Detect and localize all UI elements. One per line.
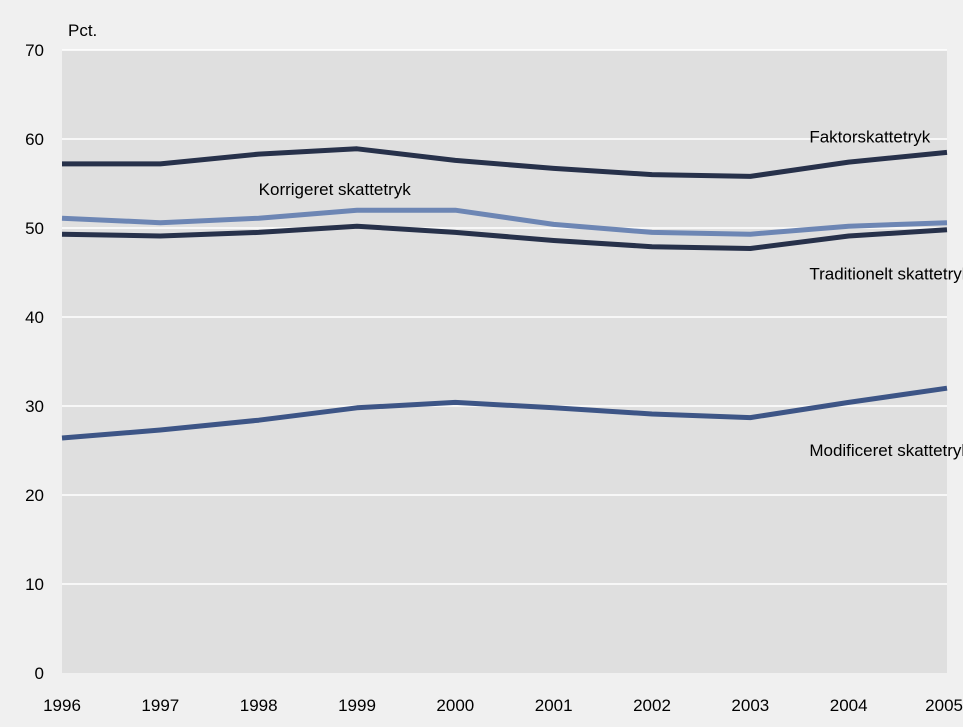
x-tick-label: 2004: [830, 696, 868, 715]
x-tick-label: 2001: [535, 696, 573, 715]
y-tick-label: 30: [25, 397, 44, 416]
series-line-3: [61, 385, 948, 441]
y-tick-label: 60: [25, 130, 44, 149]
x-tick-label: 1996: [43, 696, 81, 715]
y-tick-label: 20: [25, 486, 44, 505]
series-lines: [61, 146, 948, 441]
x-tick-label: 1999: [338, 696, 376, 715]
series-label-0: Faktorskattetryk: [809, 128, 930, 147]
y-tick-label: 10: [25, 575, 44, 594]
series-line-1: [61, 207, 948, 237]
x-tick-label: 2003: [731, 696, 769, 715]
y-tick-labels: 0 10 20 30 40 50 60 70: [25, 41, 44, 683]
x-tick-label: 2005: [925, 696, 963, 715]
series-line-0: [62, 146, 948, 179]
plot-area: [62, 50, 947, 673]
series-annotations: Faktorskattetryk Korrigeret skattetryk Tra…: [259, 128, 963, 460]
y-tick-label: 40: [25, 308, 44, 327]
y-tick-label: 50: [25, 219, 44, 238]
x-tick-label: 2000: [436, 696, 474, 715]
y-tick-label: 0: [35, 664, 44, 683]
x-tick-labels: 1996 1997 1998 1999 2000 2001 2002 2003 2004 2005: [43, 696, 963, 715]
y-axis-label: Pct.: [68, 21, 97, 40]
x-tick-label: 2002: [633, 696, 671, 715]
series-line-2: [61, 223, 948, 251]
series-label-1: Korrigeret skattetryk: [259, 180, 412, 199]
y-tick-label: 70: [25, 41, 44, 60]
x-tick-label: 1998: [240, 696, 278, 715]
series-label-2: Traditionelt skattetryk: [809, 265, 963, 284]
x-tick-label: 1997: [141, 696, 179, 715]
series-label-3: Modificeret skattetryk: [809, 441, 963, 460]
